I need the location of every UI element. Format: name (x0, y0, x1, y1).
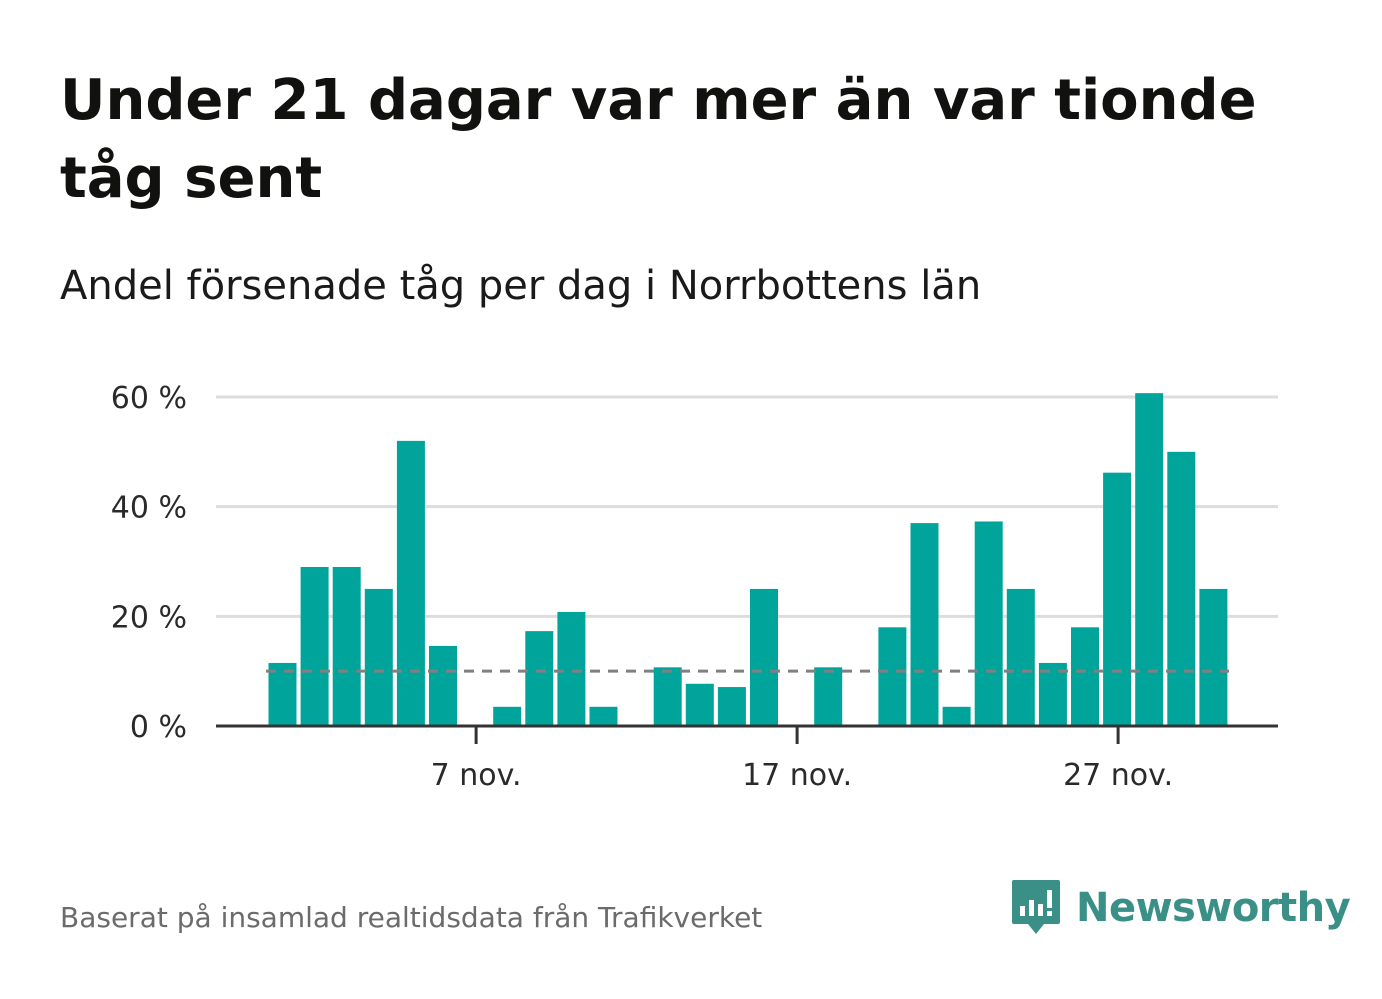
bar (1071, 627, 1099, 726)
bars (268, 393, 1228, 726)
bar (1135, 393, 1164, 726)
bar (1006, 588, 1035, 726)
bar (1038, 662, 1067, 726)
x-tick-label: 17 nov. (742, 758, 852, 793)
bar (814, 667, 843, 726)
newsworthy-logo-icon (1012, 880, 1060, 934)
bar (878, 627, 907, 726)
bar (653, 667, 682, 726)
chart-title: Under 21 dagar var mer än var tionde tåg… (60, 68, 1257, 211)
source-note: Baserat på insamlad realtidsdata från Tr… (60, 901, 763, 934)
bar (589, 706, 618, 726)
bar (717, 687, 746, 726)
bar (1103, 472, 1132, 726)
y-tick-label: 40 % (111, 491, 187, 526)
bar (974, 521, 1003, 726)
axes (216, 724, 1278, 744)
y-tick-labels: 0 % 20 % 40 % 60 % (111, 381, 187, 745)
bar (685, 683, 714, 726)
bar (557, 611, 586, 726)
bar (493, 706, 522, 726)
bar (268, 662, 297, 726)
bar (332, 566, 361, 726)
bar (396, 440, 425, 726)
y-tick-label: 0 % (130, 710, 187, 745)
chart-subtitle: Andel försenade tåg per dag i Norrbotten… (60, 263, 982, 309)
bar (942, 706, 971, 726)
brand-logo[interactable]: Newsworthy (1010, 876, 1351, 940)
bar (1167, 451, 1196, 726)
x-tick-labels: 7 nov. 17 nov. 27 nov. (431, 758, 1173, 793)
bar (525, 631, 554, 726)
y-tick-label: 60 % (111, 381, 187, 416)
bar-chart: 0 % 20 % 40 % 60 % 7 nov. 17 nov. 27 nov. (111, 381, 1278, 793)
bar (429, 645, 457, 726)
x-tick-label: 27 nov. (1063, 758, 1173, 793)
y-tick-label: 20 % (111, 600, 187, 635)
bar (750, 588, 778, 726)
bar (1199, 588, 1228, 726)
bar (364, 588, 393, 726)
bar (910, 523, 939, 726)
x-tick-label: 7 nov. (431, 758, 522, 793)
gridlines (216, 395, 1278, 618)
brand-name: Newsworthy (1076, 885, 1351, 931)
bar (300, 566, 329, 726)
